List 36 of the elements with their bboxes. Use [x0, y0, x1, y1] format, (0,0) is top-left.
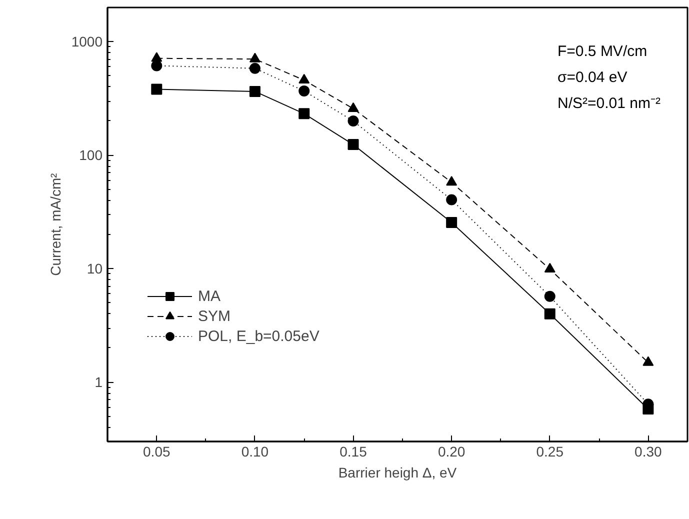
y-tick-label: 10 [86, 260, 103, 277]
point [348, 116, 359, 126]
x-tick-label: 0.10 [241, 444, 269, 460]
point [151, 60, 162, 72]
point [348, 102, 359, 112]
point [249, 86, 260, 97]
annotation: σ=0.04 eV [558, 69, 628, 86]
x-tick-label: 0.25 [536, 444, 564, 460]
point [298, 85, 310, 96]
legend-label: SYM [198, 308, 231, 324]
legend-label: POL, E_b=0.05eV [198, 328, 320, 344]
y-tick-label: 100 [79, 147, 103, 164]
point [348, 139, 359, 150]
y-tick-label: 1000 [71, 34, 103, 50]
x-tick-label: 0.15 [340, 444, 368, 460]
point [642, 356, 654, 366]
point [446, 194, 458, 206]
point [446, 176, 458, 186]
point [151, 84, 162, 95]
annotation: N/S²=0.01 nm⁻² [558, 95, 660, 112]
point [544, 290, 556, 302]
y-tick-label: 1 [94, 374, 103, 390]
annotation: F=0.5 MV/cm [558, 43, 648, 60]
point [298, 108, 310, 120]
point [544, 262, 556, 273]
point [298, 74, 310, 84]
x-axis-title: Barrier heigh Δ, eV [338, 464, 458, 480]
point [249, 62, 260, 74]
y-axis-title: Current, mA/cm² [47, 172, 64, 276]
point [544, 308, 556, 320]
x-tick-label: 0.05 [143, 444, 170, 460]
point [249, 52, 260, 62]
point [446, 217, 458, 228]
x-tick-label: 0.20 [438, 444, 466, 460]
legend-label: MA [198, 288, 220, 304]
x-tick-label: 0.30 [634, 444, 662, 460]
